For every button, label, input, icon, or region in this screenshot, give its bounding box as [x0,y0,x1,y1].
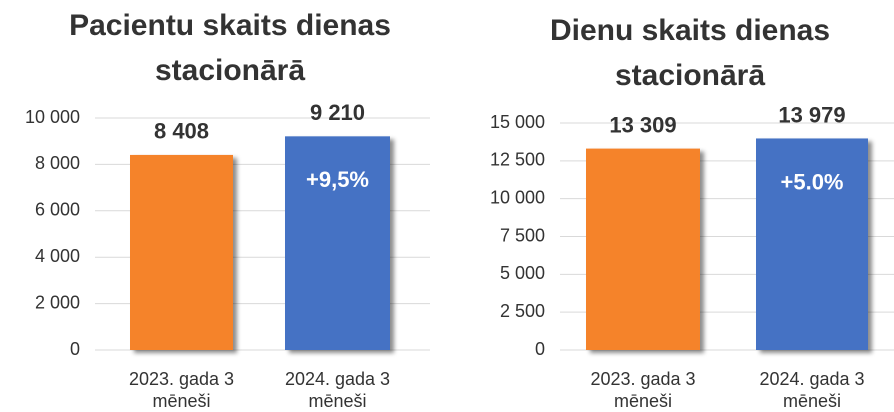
bar [285,136,390,350]
bar [756,138,868,350]
y-tick-label: 0 [535,339,545,359]
y-tick-label: 7 500 [500,225,545,245]
bar [130,154,233,350]
y-tick-label: 15 000 [490,112,545,132]
y-tick-label: 0 [70,339,80,359]
chart-title: Dienu skaits dienas stacionārā [549,14,831,92]
y-tick-label: 6 000 [35,200,80,220]
x-tick-label: 2023. gada 3 mēneši [590,369,696,411]
y-tick-label: 10 000 [490,187,545,207]
value-label: 13 309 [609,112,676,137]
chart-title: Pacientu skaits dienas stacionārā [69,9,391,87]
bar [586,148,700,350]
y-tick-label: 10 000 [25,107,80,127]
annotation: +5.0% [781,169,844,194]
y-tick-label: 4 000 [35,246,80,266]
y-tick-label: 2 500 [500,301,545,321]
value-label: 9 210 [310,100,365,125]
x-tick-label: 2023. gada 3 mēneši [128,369,235,411]
y-tick-label: 2 000 [35,292,80,312]
y-tick-label: 12 500 [490,150,545,170]
annotation: +9,5% [306,167,369,192]
value-label: 13 979 [778,102,845,127]
x-tick-label: 2024. gada 3 mēneši [759,369,865,411]
y-tick-label: 5 000 [500,263,545,283]
y-tick-label: 8 000 [35,153,80,173]
x-tick-label: 2024. gada 3 mēneši [284,369,391,411]
value-label: 8 408 [154,119,209,144]
